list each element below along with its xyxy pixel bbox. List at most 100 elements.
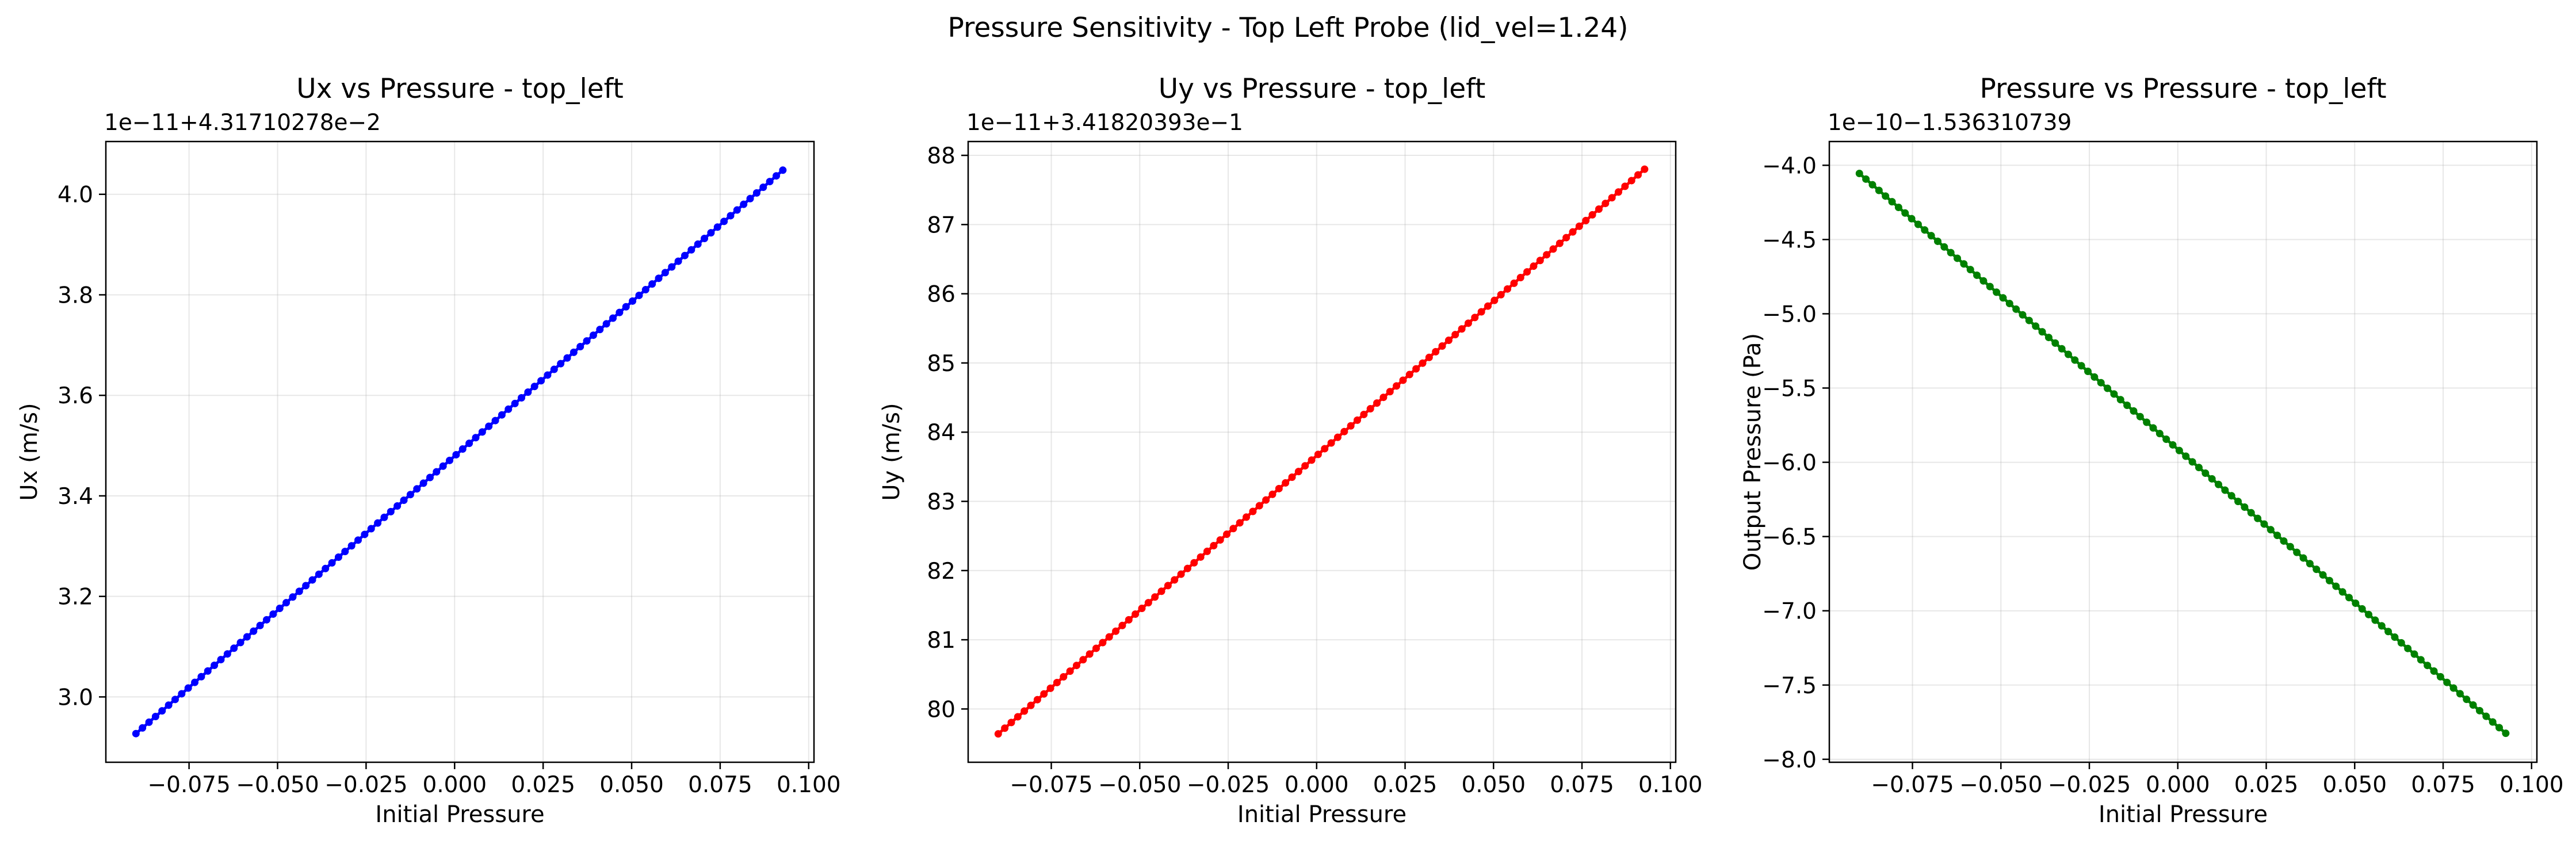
- data-point: [2221, 486, 2229, 494]
- data-point: [1151, 593, 1159, 601]
- data-point: [1112, 627, 1120, 635]
- x-tick-label: 0.100: [1638, 772, 1703, 798]
- data-point: [1954, 254, 1962, 262]
- data-point: [1940, 243, 1948, 251]
- data-point: [1621, 182, 1629, 190]
- data-point: [2188, 458, 2196, 466]
- data-point: [1882, 192, 1890, 200]
- data-point: [2365, 610, 2373, 618]
- data-point: [2019, 311, 2027, 319]
- data-point: [1157, 587, 1165, 595]
- data-point: [328, 559, 336, 567]
- data-point: [184, 684, 192, 692]
- data-point: [759, 183, 767, 191]
- data-point: [191, 678, 199, 686]
- data-point: [1569, 228, 1577, 236]
- data-point: [2430, 667, 2438, 675]
- x-tick-label: −0.025: [1187, 772, 1270, 798]
- x-tick-label: 0.025: [1373, 772, 1438, 798]
- data-point: [2182, 452, 2190, 460]
- data-point: [1960, 260, 1968, 268]
- data-point: [2090, 373, 2099, 381]
- data-point: [1366, 405, 1374, 413]
- data-point: [1171, 576, 1179, 584]
- subplot-title-pressure: Pressure vs Pressure - top_left: [1979, 73, 2386, 105]
- data-point: [655, 274, 663, 282]
- data-point: [2155, 430, 2164, 438]
- data-point: [315, 570, 323, 578]
- data-point: [1986, 282, 1994, 291]
- data-point: [171, 696, 179, 704]
- data-point: [1354, 416, 1361, 424]
- x-tick-label: 0.000: [422, 772, 487, 798]
- data-point: [2227, 492, 2235, 500]
- data-point: [1490, 296, 1499, 304]
- data-point: [151, 713, 159, 721]
- data-point: [1419, 359, 1427, 367]
- data-point: [1979, 277, 1988, 285]
- y-axis-label-uy: Uy (m/s): [878, 403, 905, 500]
- data-point: [2058, 345, 2066, 353]
- y-tick-label: 81: [927, 628, 956, 654]
- data-point: [302, 582, 310, 590]
- data-point: [1282, 479, 1290, 487]
- x-tick-label: 0.075: [1550, 772, 1614, 798]
- y-axis-label-pressure: Output Pressure (Pa): [1740, 333, 1766, 571]
- data-point: [1608, 194, 1616, 202]
- y-tick-label: 3.6: [58, 383, 93, 409]
- data-point: [2038, 328, 2046, 336]
- data-point: [1027, 701, 1035, 709]
- data-point: [347, 542, 356, 550]
- data-point: [1412, 365, 1420, 373]
- data-point: [334, 553, 342, 561]
- data-point: [1582, 216, 1590, 224]
- data-point: [2110, 390, 2118, 398]
- data-point: [2424, 662, 2432, 670]
- data-point: [1432, 347, 1440, 356]
- data-point: [145, 718, 153, 726]
- data-point: [2319, 571, 2327, 579]
- y-tick-label: −7.5: [1762, 673, 1817, 699]
- data-point: [2005, 300, 2013, 308]
- data-point: [544, 371, 552, 379]
- data-point: [1262, 496, 1270, 504]
- data-point: [1164, 582, 1172, 590]
- data-point: [1888, 198, 1896, 206]
- subplot-ux: −0.075 −0.050 −0.025 0.000 0.025 0.050 0.075 0.…: [16, 73, 841, 828]
- data-point: [1901, 209, 1909, 217]
- data-point: [2286, 542, 2294, 551]
- data-point: [1393, 382, 1401, 390]
- data-point: [727, 212, 735, 220]
- data-point: [1477, 308, 1485, 316]
- x-tick-label: −0.050: [1098, 772, 1181, 798]
- data-point: [2032, 322, 2040, 330]
- x-tick-label: 0.000: [2146, 772, 2210, 798]
- data-point: [2267, 526, 2275, 534]
- data-point: [485, 422, 493, 430]
- data-point: [746, 194, 754, 203]
- data-point: [478, 428, 486, 436]
- data-point: [1914, 220, 1922, 228]
- series-uy: [994, 165, 1649, 738]
- y-tick-label: 80: [927, 697, 956, 723]
- data-point: [1014, 713, 1022, 721]
- y-tick-label: −7.0: [1762, 599, 1817, 625]
- x-tick-label: −0.075: [1871, 772, 1954, 798]
- data-point: [733, 206, 741, 214]
- data-point: [589, 331, 597, 339]
- data-point: [2280, 537, 2288, 545]
- data-point: [766, 178, 774, 186]
- data-point: [217, 656, 225, 664]
- data-point: [1530, 262, 1538, 270]
- data-point: [1438, 342, 1446, 350]
- data-point: [1216, 536, 1224, 544]
- data-point: [1360, 410, 1368, 418]
- data-point: [1993, 288, 2001, 296]
- axes-frame-pressure: [1828, 140, 2538, 763]
- series-line-uy: [997, 168, 1646, 735]
- data-point: [211, 661, 219, 669]
- data-point: [1092, 644, 1100, 652]
- data-point: [1060, 673, 1068, 681]
- data-point: [2404, 644, 2412, 652]
- y-tick-label: 3.8: [58, 282, 93, 308]
